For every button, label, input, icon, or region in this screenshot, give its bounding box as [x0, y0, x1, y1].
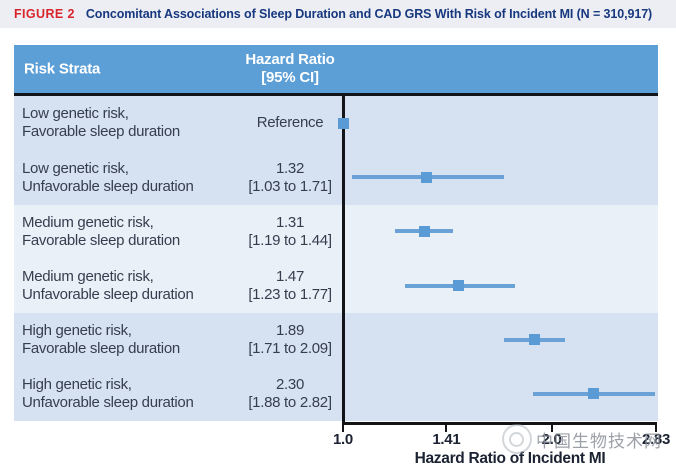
hazard-ratio-marker	[418, 225, 430, 237]
row-label: Low genetic risk, Unfavorable sleep dura…	[22, 159, 194, 196]
row-value-line2: [1.19 to 1.44]	[248, 232, 332, 249]
row-value-line1: Reference	[256, 114, 324, 132]
column-header-hazard-ratio-line2: [95% CI]	[261, 69, 319, 86]
row-label-line2: Unfavorable sleep duration	[22, 286, 194, 303]
row-value-line1: 1.32	[276, 159, 304, 177]
figure-caption-bar: FIGURE 2 Concomitant Associations of Sle…	[0, 0, 676, 28]
row-value-line2: [1.71 to 2.09]	[248, 340, 332, 357]
x-axis-line	[342, 422, 657, 425]
row-label-line1: High genetic risk,	[22, 322, 132, 339]
column-header-hazard-ratio-line1: Hazard Ratio	[245, 51, 335, 68]
x-axis-tick	[342, 425, 344, 432]
hazard-ratio-marker	[453, 280, 465, 292]
row-value-line1: 1.89	[276, 322, 304, 339]
row-label: High genetic risk, Unfavorable sleep dur…	[22, 376, 194, 412]
row-label: High genetic risk, Favorable sleep durat…	[22, 322, 180, 358]
row-label-line2: Favorable sleep duration	[22, 340, 180, 357]
table-row: Medium genetic risk, Unfavorable sleep d…	[14, 259, 658, 313]
x-axis-tick-label: 2.0	[541, 431, 562, 448]
x-axis-tick	[550, 425, 553, 432]
row-hazard-ratio-value: 1.47 [1.23 to 1.77]	[200, 268, 380, 304]
row-hazard-ratio-value: 1.31 [1.19 to 1.44]	[200, 214, 380, 250]
x-axis-tick-label: 2.83	[642, 431, 670, 448]
x-axis-tick	[445, 425, 448, 432]
table-row: Low genetic risk, Unfavorable sleep dura…	[14, 151, 658, 206]
x-axis-tick-label: 1.41	[432, 431, 461, 448]
row-label-line1: Low genetic risk,	[22, 105, 129, 123]
row-hazard-ratio-value: 1.32 [1.03 to 1.71]	[200, 160, 380, 196]
band-low-genetic-risk: Low genetic risk, Favorable sleep durati…	[14, 96, 658, 205]
table-row: Medium genetic risk, Favorable sleep dur…	[14, 205, 658, 259]
table-row: High genetic risk, Favorable sleep durat…	[14, 313, 658, 367]
row-label: Medium genetic risk, Unfavorable sleep d…	[22, 268, 194, 304]
row-value-line2: [1.23 to 1.77]	[248, 286, 332, 303]
column-header-risk-strata: Risk Strata	[24, 60, 101, 78]
figure-title: Concomitant Associations of Sleep Durati…	[85, 7, 653, 21]
reference-line-hr-1	[342, 93, 345, 425]
row-label-line2: Unfavorable sleep duration	[22, 394, 194, 411]
band-medium-genetic-risk: Medium genetic risk, Favorable sleep dur…	[14, 205, 658, 313]
row-value-line2: [1.88 to 2.82]	[248, 394, 332, 411]
table-row: Low genetic risk, Favorable sleep durati…	[14, 96, 658, 151]
hazard-ratio-marker	[421, 171, 433, 183]
row-value-line2: [1.03 to 1.71]	[248, 177, 332, 195]
row-label-line2: Unfavorable sleep duration	[22, 177, 194, 195]
row-hazard-ratio-value: 2.30 [1.88 to 2.82]	[200, 376, 380, 412]
table-row: High genetic risk, Unfavorable sleep dur…	[14, 367, 658, 421]
row-label: Low genetic risk, Favorable sleep durati…	[22, 105, 180, 141]
row-value-line1: 1.31	[276, 214, 304, 231]
row-label-line1: High genetic risk,	[22, 376, 132, 393]
row-label-line1: Medium genetic risk,	[22, 214, 154, 231]
hazard-ratio-marker	[529, 334, 541, 346]
row-label-line2: Favorable sleep duration	[22, 123, 180, 141]
x-axis-title: Hazard Ratio of Incident MI	[414, 450, 606, 467]
hazard-ratio-marker	[588, 388, 600, 400]
row-value-line1: 2.30	[276, 376, 304, 393]
x-axis-tick	[655, 425, 657, 432]
figure-number-tag: FIGURE 2	[14, 7, 75, 21]
row-label-line2: Favorable sleep duration	[22, 232, 180, 249]
x-axis-tick-label: 1.0	[333, 431, 353, 448]
table-header: Risk Strata Hazard Ratio [95% CI]	[14, 45, 658, 93]
table-body: Low genetic risk, Favorable sleep durati…	[14, 93, 658, 421]
row-value-line1: 1.47	[276, 268, 304, 285]
row-label-line1: Medium genetic risk,	[22, 268, 154, 285]
row-hazard-ratio-value: Reference	[200, 114, 380, 132]
band-high-genetic-risk: High genetic risk, Favorable sleep durat…	[14, 313, 658, 421]
row-label-line1: Low genetic risk,	[22, 159, 129, 177]
row-label: Medium genetic risk, Favorable sleep dur…	[22, 214, 180, 250]
column-header-hazard-ratio: Hazard Ratio [95% CI]	[200, 51, 380, 87]
reference-marker	[337, 117, 349, 129]
row-hazard-ratio-value: 1.89 [1.71 to 2.09]	[200, 322, 380, 358]
